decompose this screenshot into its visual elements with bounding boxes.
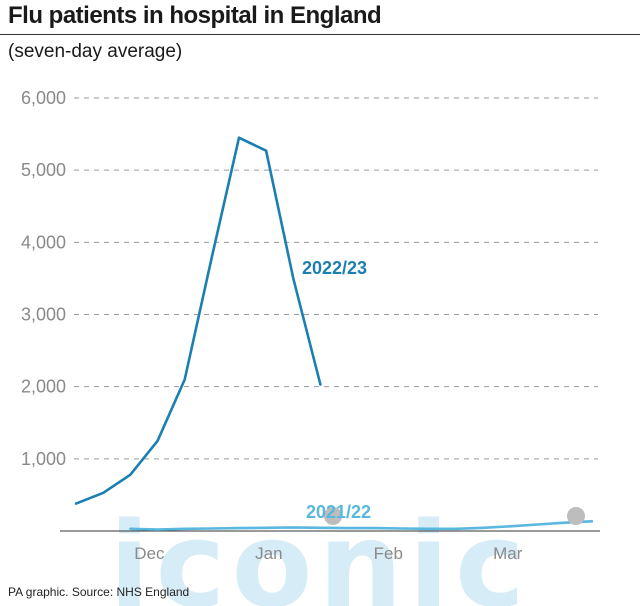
y-axis-ticks: 1,000 2,000 3,000 4,000 5,000 6,000	[21, 88, 66, 469]
series-labels: 2022/23 2021/22	[302, 258, 371, 522]
x-axis-ticks: Dec Jan Feb Mar	[134, 544, 522, 563]
iconic-watermark: iconic	[109, 496, 531, 606]
source-note: PA graphic. Source: NHS England	[8, 585, 190, 599]
series-line-2022-23	[74, 136, 322, 505]
y-tick-label: 2,000	[21, 377, 66, 397]
series-lines	[74, 136, 594, 531]
x-tick-label: Dec	[134, 544, 165, 563]
series-line-2021-22	[129, 519, 594, 531]
grey-dot-marker	[567, 507, 585, 525]
grey-dot-marker	[324, 507, 342, 525]
series-end-markers	[324, 507, 585, 525]
series-label-2021-22: 2021/22	[306, 502, 371, 522]
y-tick-label: 1,000	[21, 449, 66, 469]
series-label-2022-23: 2022/23	[302, 258, 367, 278]
x-tick-label: Mar	[493, 544, 523, 563]
chart-title: Flu patients in hospital in England	[8, 2, 382, 29]
y-tick-label: 4,000	[21, 232, 66, 252]
x-tick-label: Feb	[374, 544, 403, 563]
x-tick-label: Jan	[255, 544, 282, 563]
title-rule	[0, 34, 640, 35]
y-tick-label: 5,000	[21, 160, 66, 180]
chart-subtitle: (seven-day average)	[8, 41, 183, 62]
y-tick-label: 6,000	[21, 88, 66, 108]
gridlines	[74, 97, 598, 460]
y-tick-label: 3,000	[21, 305, 66, 325]
watermark-text: iconic	[109, 496, 531, 606]
